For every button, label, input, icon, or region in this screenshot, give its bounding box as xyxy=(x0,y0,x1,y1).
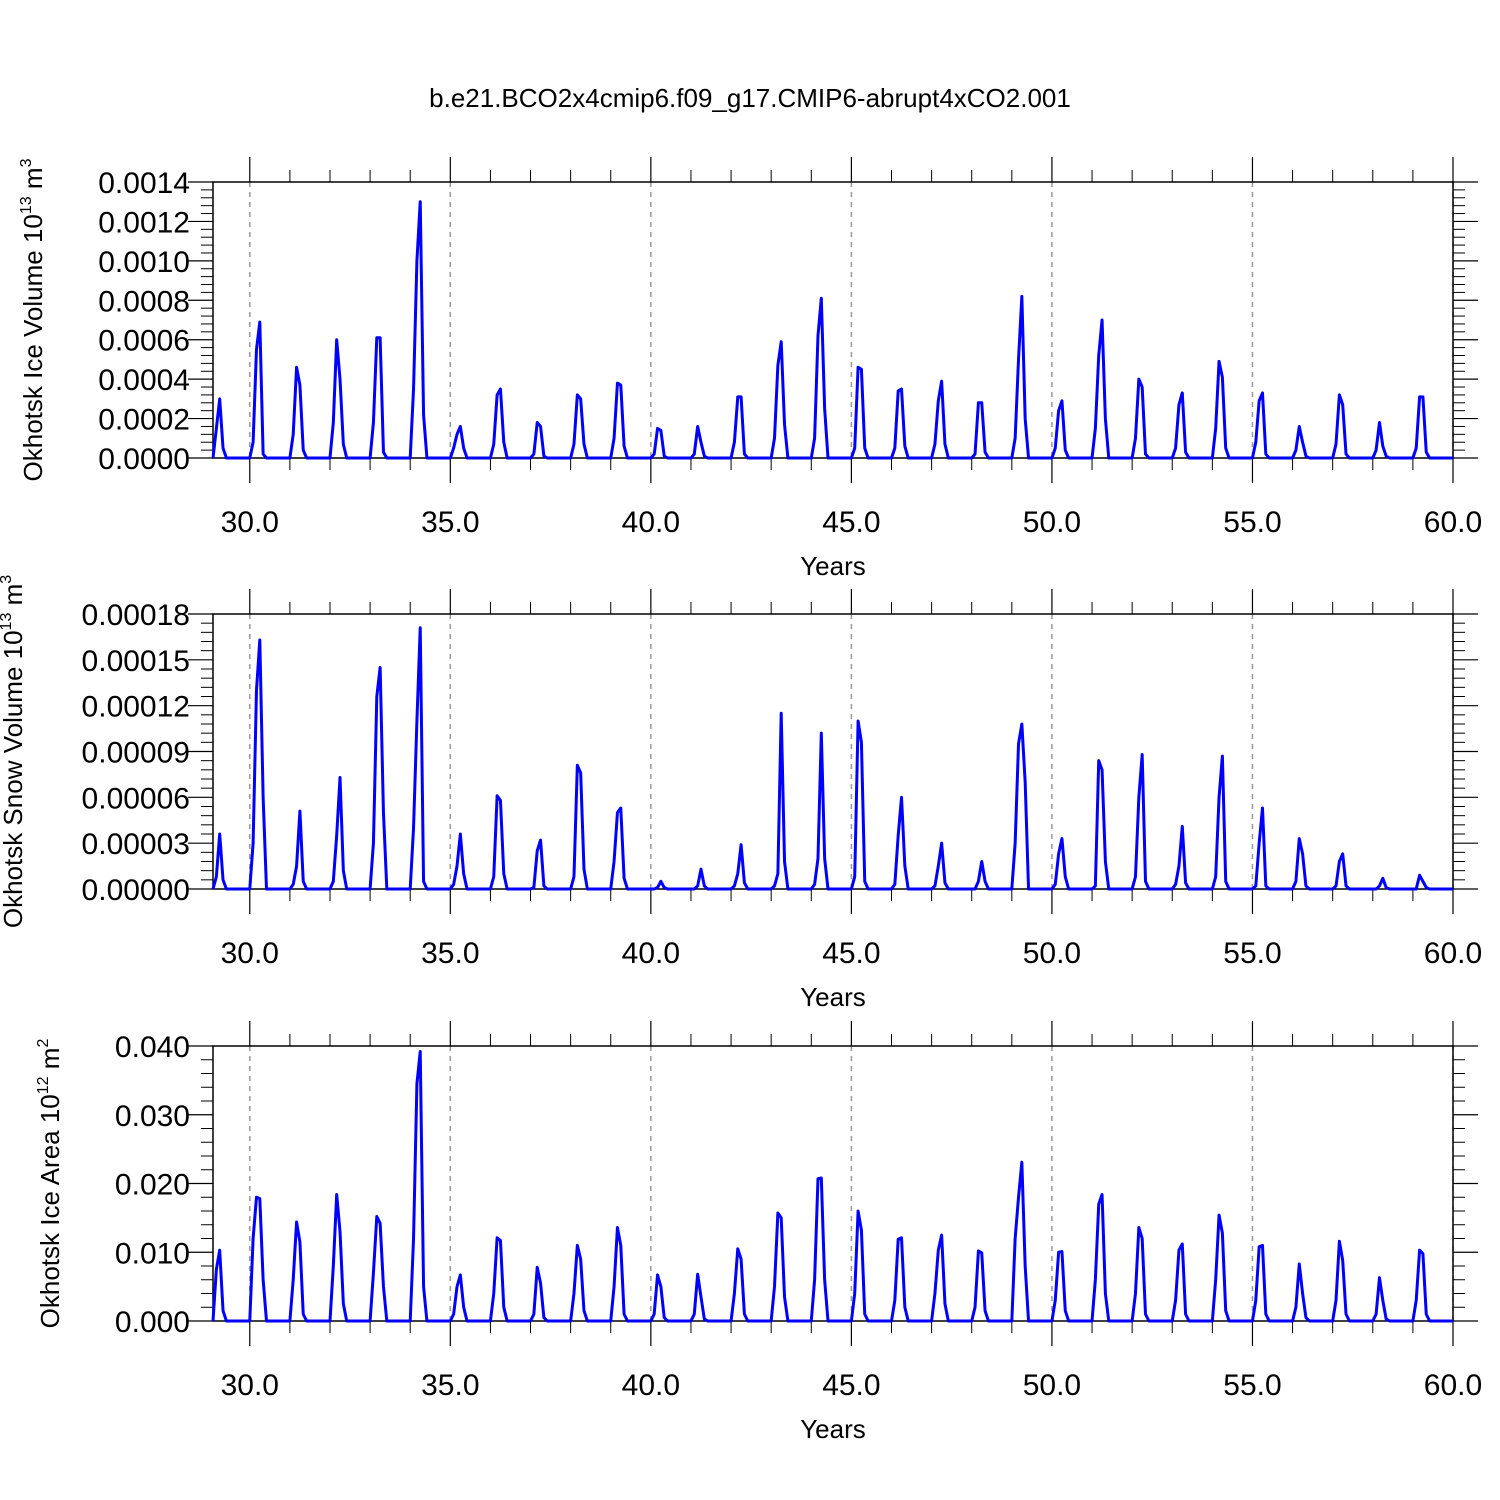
x-axis-label: Years xyxy=(800,551,866,581)
x-tick-label: 40.0 xyxy=(622,1369,680,1402)
data-line xyxy=(211,626,1453,891)
y-label-exponent: 13 xyxy=(18,196,35,214)
x-tick-label: 35.0 xyxy=(421,1369,479,1402)
x-tick-label: 50.0 xyxy=(1023,1369,1081,1402)
y-axis-label: Okhotsk Snow Volume 1013 m3 xyxy=(0,575,28,928)
x-tick-label: 55.0 xyxy=(1223,506,1281,539)
y-label-unit: m xyxy=(0,584,28,613)
y-tick-label: 0.00003 xyxy=(82,828,190,861)
y-tick-label: 0.00009 xyxy=(82,737,190,770)
x-tick-label: 40.0 xyxy=(622,937,680,970)
y-tick-label: 0.010 xyxy=(115,1237,190,1270)
y-tick-label: 0.00000 xyxy=(82,874,190,907)
y-tick-label: 0.030 xyxy=(115,1100,190,1133)
x-axis-label: Years xyxy=(800,1414,866,1444)
y-label-unit-exponent: 2 xyxy=(35,1039,52,1048)
x-tick-label: 55.0 xyxy=(1223,1369,1281,1402)
x-tick-label: 45.0 xyxy=(822,937,880,970)
x-tick-label: 45.0 xyxy=(822,506,880,539)
y-tick-label: 0.0010 xyxy=(98,246,190,279)
plot-frame xyxy=(212,613,1454,890)
x-tick-label: 30.0 xyxy=(221,1369,279,1402)
y-tick-label: 0.00012 xyxy=(82,691,190,724)
y-tick-label: 0.000 xyxy=(115,1306,190,1339)
data-line xyxy=(211,200,1453,460)
y-label-text: Okhotsk Snow Volume 10 xyxy=(0,630,28,928)
x-axis-label: Years xyxy=(800,982,866,1012)
y-label-text: Okhotsk Ice Volume 10 xyxy=(18,214,48,481)
y-tick-label: 0.00015 xyxy=(82,645,190,678)
y-label-unit-exponent: 3 xyxy=(18,158,35,167)
x-tick-label: 60.0 xyxy=(1424,1369,1482,1402)
y-tick-label: 0.0002 xyxy=(98,404,190,437)
x-tick-label: 35.0 xyxy=(421,937,479,970)
x-tick-label: 50.0 xyxy=(1023,506,1081,539)
x-tick-label: 45.0 xyxy=(822,1369,880,1402)
y-label-unit: m xyxy=(18,167,48,196)
y-tick-label: 0.0012 xyxy=(98,206,190,239)
chart-title: b.e21.BCO2x4cmip6.f09_g17.CMIP6-abrupt4x… xyxy=(429,83,1071,113)
y-label-exponent: 13 xyxy=(0,613,15,631)
y-tick-label: 0.0006 xyxy=(98,325,190,358)
y-label-exponent: 12 xyxy=(35,1076,52,1094)
x-tick-label: 55.0 xyxy=(1223,937,1281,970)
x-tick-label: 35.0 xyxy=(421,506,479,539)
x-tick-label: 50.0 xyxy=(1023,937,1081,970)
data-line xyxy=(211,1050,1453,1323)
y-tick-label: 0.0014 xyxy=(98,167,190,200)
plot-frame xyxy=(212,1045,1454,1322)
y-axis-label: Okhotsk Ice Area 1012 m2 xyxy=(35,1039,65,1329)
y-label-unit: m xyxy=(35,1048,65,1077)
y-tick-label: 0.040 xyxy=(115,1031,190,1064)
plot-frame xyxy=(212,181,1454,459)
y-tick-label: 0.0008 xyxy=(98,285,190,318)
y-label-text: Okhotsk Ice Area 10 xyxy=(35,1094,65,1328)
y-tick-label: 0.00006 xyxy=(82,782,190,815)
x-tick-label: 40.0 xyxy=(622,506,680,539)
y-axis-label: Okhotsk Ice Volume 1013 m3 xyxy=(18,158,48,481)
y-tick-label: 0.020 xyxy=(115,1169,190,1202)
x-tick-label: 60.0 xyxy=(1424,937,1482,970)
y-tick-label: 0.0004 xyxy=(98,364,190,397)
x-tick-label: 60.0 xyxy=(1424,506,1482,539)
y-tick-label: 0.00018 xyxy=(82,599,190,632)
y-tick-label: 0.0000 xyxy=(98,443,190,476)
x-tick-label: 30.0 xyxy=(221,506,279,539)
y-label-unit-exponent: 3 xyxy=(0,575,15,584)
x-tick-label: 30.0 xyxy=(221,937,279,970)
